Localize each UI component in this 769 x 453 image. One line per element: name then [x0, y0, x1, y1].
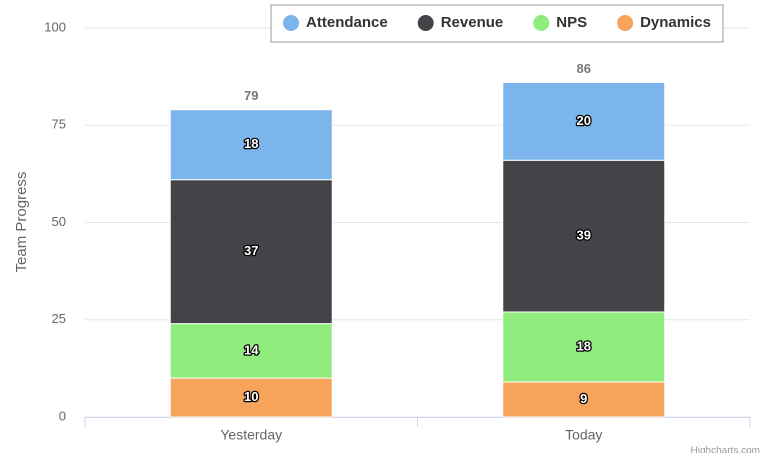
bar-segment: [502, 81, 666, 161]
data-label: 37: [244, 243, 258, 258]
legend-symbol: [533, 15, 550, 31]
y-axis-title: Team Progress: [13, 172, 30, 273]
legend-label: Revenue: [441, 14, 504, 31]
data-label: 18: [244, 136, 258, 151]
bar-segment: [169, 323, 333, 379]
credits: Highcharts.com: [691, 446, 760, 453]
stack-total: 79: [244, 88, 258, 103]
data-label: 39: [577, 228, 591, 243]
legend-label: Dynamics: [640, 14, 711, 31]
legend-item[interactable]: Dynamics: [617, 14, 711, 31]
stack-total: 86: [577, 61, 591, 76]
legend-label: NPS: [556, 14, 587, 31]
y-tick-label: 25: [52, 311, 66, 326]
legend-item[interactable]: NPS: [533, 14, 587, 31]
data-label: 18: [577, 338, 591, 353]
bar-segment: [169, 179, 333, 325]
legend-item[interactable]: Revenue: [417, 14, 504, 31]
y-tick-label: 75: [52, 117, 66, 132]
y-tick-label: 50: [52, 214, 66, 229]
bar-segment: [169, 377, 333, 418]
x-tick-label: Today: [565, 427, 602, 443]
data-label: 20: [577, 113, 591, 128]
data-label: 9: [580, 391, 587, 406]
legend: Attendance Revenue NPS Dynamics: [270, 4, 724, 43]
y-tick-label: 100: [44, 19, 66, 34]
bar-segment: [502, 311, 666, 383]
legend-label: Attendance: [306, 14, 388, 31]
x-tick-label: Yesterday: [220, 427, 282, 443]
legend-item[interactable]: Attendance: [283, 14, 388, 31]
data-label: 14: [244, 342, 259, 357]
y-tick-label: 0: [59, 408, 66, 423]
bar-segment: [169, 109, 333, 181]
legend-box: [270, 4, 724, 43]
bar-segment: [502, 381, 666, 418]
data-label: 10: [244, 389, 258, 404]
legend-symbol: [617, 15, 634, 31]
legend-symbol: [283, 15, 300, 31]
legend-symbol: [417, 15, 434, 31]
